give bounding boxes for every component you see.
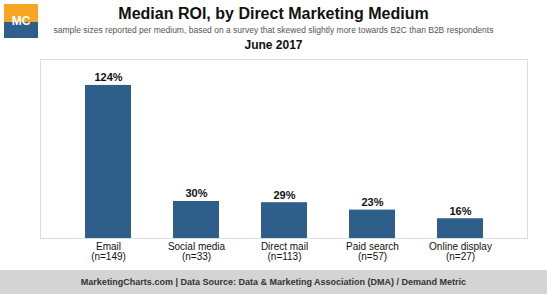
html-text:sample sizes reported per medi: sample sizes reported per medium, based … [53,25,494,35]
svg-text:Email(n=149): Email(n=149) [91,241,126,262]
svg-text:30%: 30% [185,187,207,199]
html-text:Median ROI, by Direct Marketin: Median ROI, by Direct Marketing Medium [118,5,429,22]
html-text:MC: MC [11,14,31,28]
svg-text:Online display(n=27): Online display(n=27) [429,241,492,262]
html-text:MarketingCharts.com | Data Sou: MarketingCharts.com | Data Source: Data … [80,277,467,287]
html-text:June 2017: June 2017 [244,38,303,52]
svg-text:29%: 29% [273,189,295,201]
svg-text:Paid search(n=57): Paid search(n=57) [346,241,399,262]
svg-text:16%: 16% [449,205,471,217]
svg-text:23%: 23% [361,196,383,208]
svg-text:Social media(n=33): Social media(n=33) [168,241,226,262]
svg-text:Direct mail(n=113): Direct mail(n=113) [261,241,308,262]
svg-text:124%: 124% [94,71,122,83]
